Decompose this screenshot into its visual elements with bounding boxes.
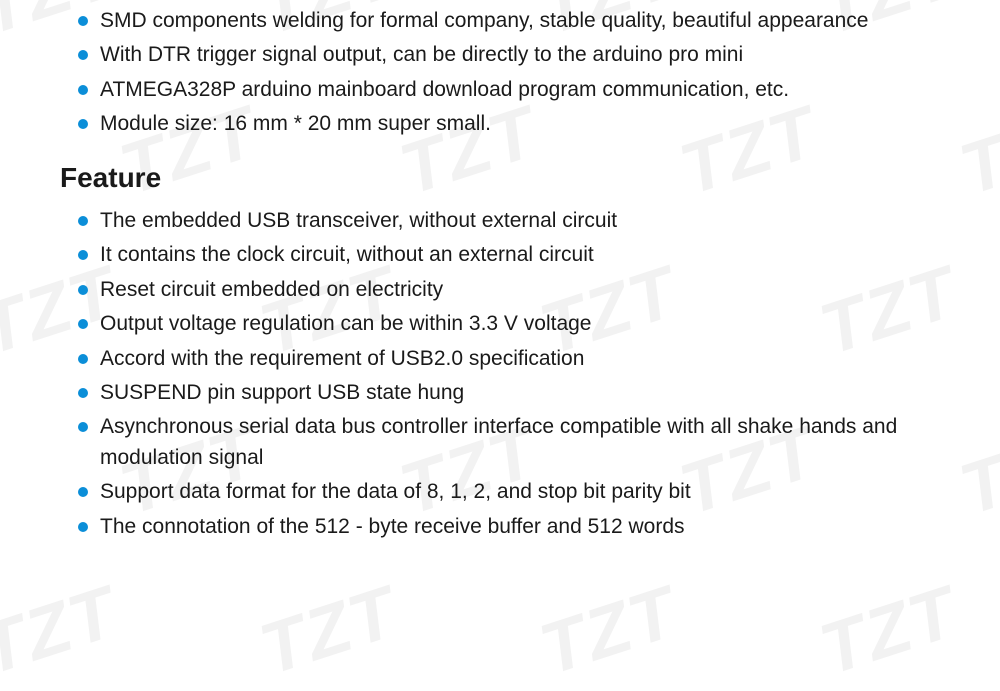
list-item: It contains the clock circuit, without a…: [82, 240, 940, 270]
watermark-text: TZT: [251, 571, 408, 691]
list-item: With DTR trigger signal output, can be d…: [82, 40, 940, 70]
list-item: SMD components welding for formal compan…: [82, 6, 940, 36]
feature-list: The embedded USB transceiver, without ex…: [60, 206, 940, 542]
list-item: The embedded USB transceiver, without ex…: [82, 206, 940, 236]
list-item: Reset circuit embedded on electricity: [82, 275, 940, 305]
list-item: SUSPEND pin support USB state hung: [82, 378, 940, 408]
watermark-text: TZT: [0, 571, 127, 691]
top-description-list: SMD components welding for formal compan…: [60, 6, 940, 140]
list-item: Asynchronous serial data bus controller …: [82, 412, 940, 473]
list-item: ATMEGA328P arduino mainboard download pr…: [82, 75, 940, 105]
list-item: Module size: 16 mm * 20 mm super small.: [82, 109, 940, 139]
list-item: Support data format for the data of 8, 1…: [82, 477, 940, 507]
list-item: The connotation of the 512 - byte receiv…: [82, 512, 940, 542]
list-item: Accord with the requirement of USB2.0 sp…: [82, 344, 940, 374]
list-item: Output voltage regulation can be within …: [82, 309, 940, 339]
feature-heading: Feature: [60, 162, 940, 194]
watermark-text: TZT: [531, 571, 688, 691]
watermark-text: TZT: [811, 571, 968, 691]
document-content: SMD components welding for formal compan…: [0, 0, 1000, 542]
